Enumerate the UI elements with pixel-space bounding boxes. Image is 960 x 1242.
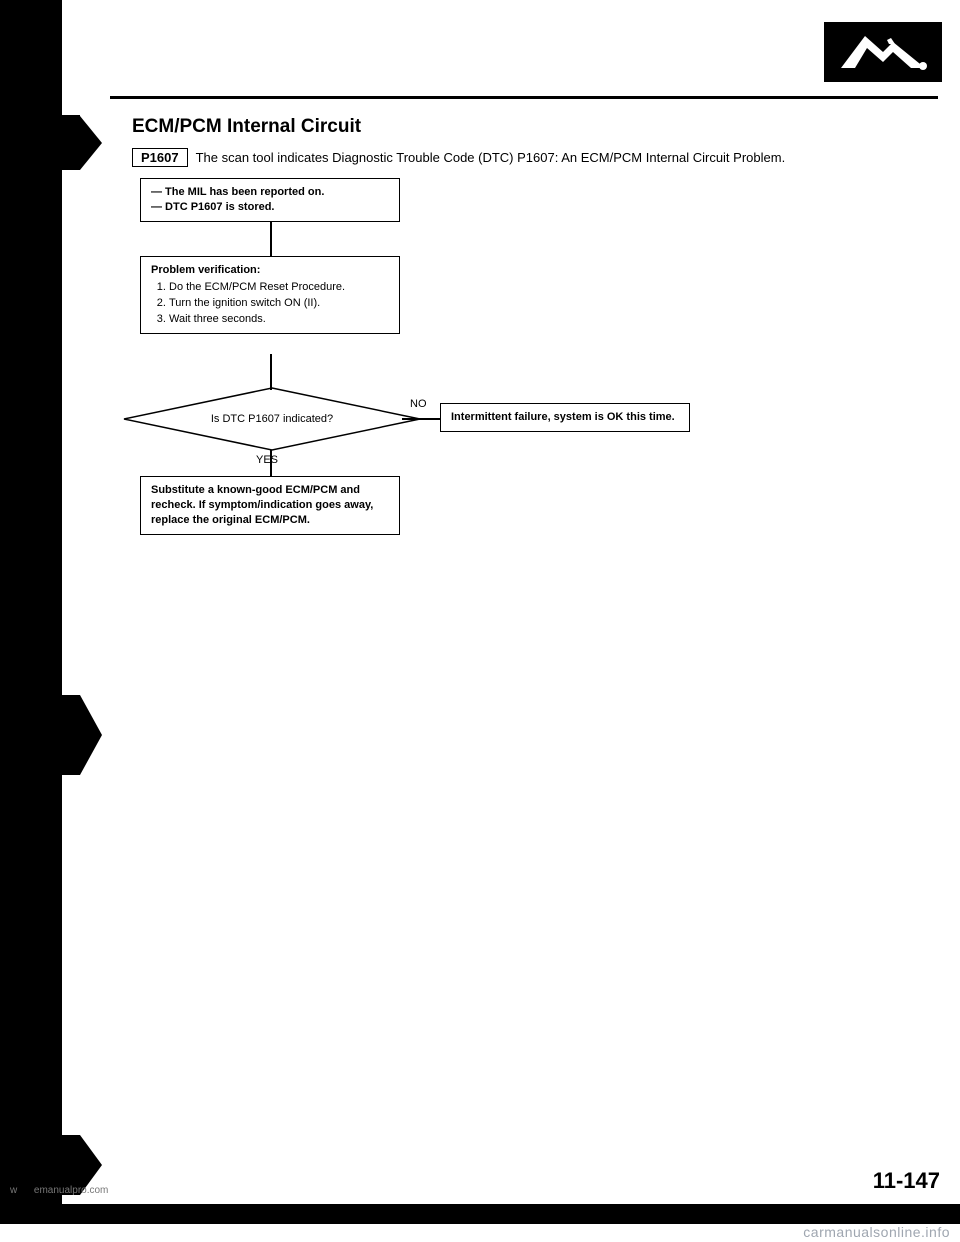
verify-heading: Problem verification: xyxy=(151,263,389,278)
wm-domain: emanualpro.com xyxy=(34,1185,108,1196)
page-number: 11-147 xyxy=(873,1168,940,1194)
connector-line xyxy=(270,222,272,256)
watermark-right: carmanualsonline.info xyxy=(803,1224,950,1240)
binder-tab-top xyxy=(0,115,80,170)
watermark-left: www.emanualpro.com xyxy=(10,1185,108,1196)
flow-verification-box: Problem verification: Do the ECM/PCM Res… xyxy=(140,256,400,334)
flow-substitute-box: Substitute a known-good ECM/PCM and rech… xyxy=(140,476,400,535)
flow-ok-box: Intermittent failure, system is OK this … xyxy=(440,403,690,432)
start-line2: — DTC P1607 is stored. xyxy=(151,200,389,215)
header-rule xyxy=(110,96,938,99)
connector-line xyxy=(270,354,272,390)
dtc-description-line: P1607 The scan tool indicates Diagnostic… xyxy=(132,148,785,167)
verify-steps-list: Do the ECM/PCM Reset Procedure. Turn the… xyxy=(169,280,389,327)
decision-yes-label: YES xyxy=(256,454,278,466)
manufacturer-logo xyxy=(824,22,942,82)
decision-question: Is DTC P1607 indicated? xyxy=(211,413,333,425)
page-bottom-bar xyxy=(0,1204,960,1224)
dtc-code-badge: P1607 xyxy=(132,148,188,167)
binding-edge xyxy=(0,0,50,1210)
flow-decision-diamond: Is DTC P1607 indicated? xyxy=(122,386,422,452)
decision-no-label: NO xyxy=(410,398,427,410)
page-root: ECM/PCM Internal Circuit P1607 The scan … xyxy=(0,0,960,1242)
binder-tab-middle xyxy=(0,695,80,775)
binding-edge-inner xyxy=(50,0,62,1210)
logo-icon xyxy=(833,28,933,76)
dtc-description-text: The scan tool indicates Diagnostic Troub… xyxy=(196,150,786,165)
verify-step-1: Do the ECM/PCM Reset Procedure. xyxy=(169,280,389,295)
start-line1: — The MIL has been reported on. xyxy=(151,185,389,200)
verify-step-3: Wait three seconds. xyxy=(169,312,389,327)
connector-line xyxy=(402,418,440,420)
section-title: ECM/PCM Internal Circuit xyxy=(132,116,361,138)
verify-step-2: Turn the ignition switch ON (II). xyxy=(169,296,389,311)
flow-start-box: — The MIL has been reported on. — DTC P1… xyxy=(140,178,400,222)
